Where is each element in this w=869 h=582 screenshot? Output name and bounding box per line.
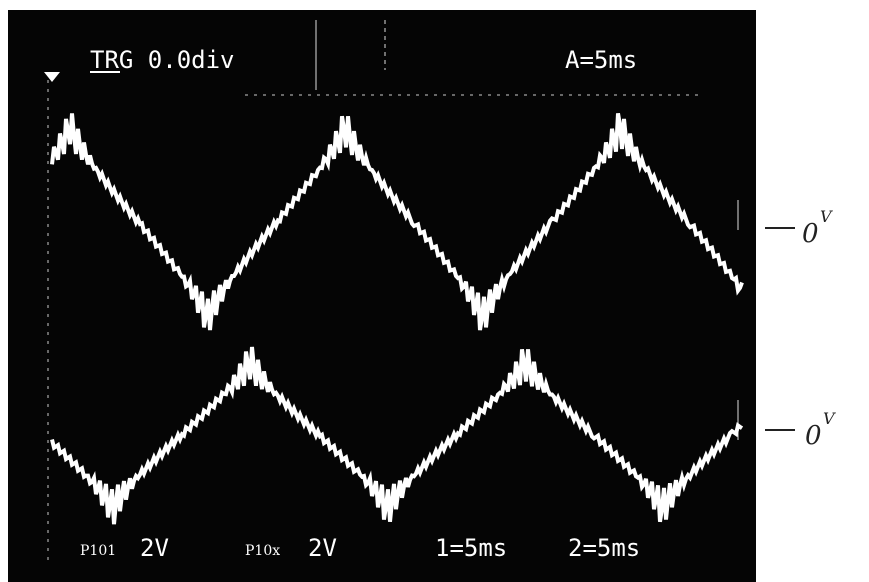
probe-2: P10x [245,543,280,559]
zero-label-1: 0 [802,219,819,249]
page: {"screen": { "trigger": "TRG 0.0div", "t… [0,0,869,582]
zero-unit-1: V [820,207,833,226]
time-2: 2=5ms [568,534,640,562]
body: TRG 0.0div A=5ms P101 2V P10x 2V 1=5ms 2… [0,0,869,582]
time-1: 1=5ms [435,534,507,562]
probe-1: P101 [80,543,116,559]
volts-2: 2V [308,534,337,562]
oscilloscope-photo: TRG 0.0div A=5ms P101 2V P10x 2V 1=5ms 2… [0,0,869,582]
timebase-text: A=5ms [565,46,637,74]
volts-1: 2V [140,534,169,562]
zero-label-2: 0 [805,421,822,451]
trigger-text: TRG 0.0div [90,46,235,74]
zero-unit-2: V [823,409,836,428]
